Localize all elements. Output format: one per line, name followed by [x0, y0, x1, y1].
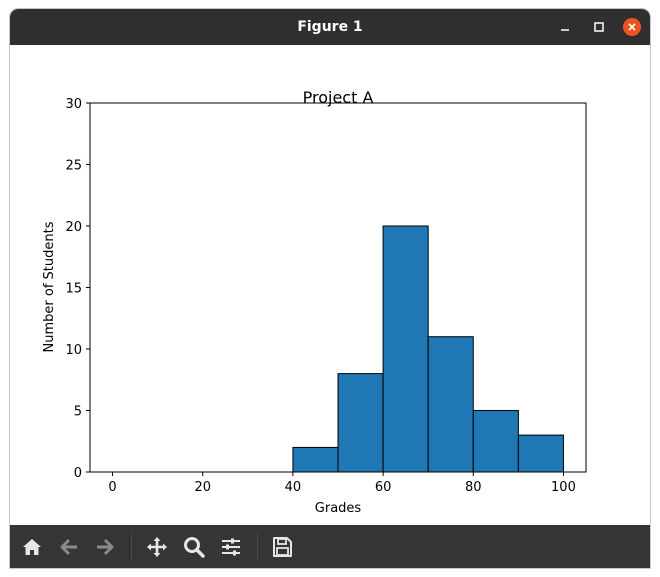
- y-tick-label: 25: [65, 159, 82, 174]
- configure-subplots-button[interactable]: [217, 533, 245, 561]
- x-tick-label: 0: [108, 480, 116, 495]
- y-tick-label: 20: [65, 220, 82, 235]
- y-tick-label: 15: [65, 282, 82, 297]
- zoom-icon: [184, 537, 205, 558]
- navigation-toolbar: [10, 525, 650, 568]
- save-icon: [273, 537, 292, 557]
- plot-canvas[interactable]: Project A 0 20 40 60 80 100 0 5 10 15 20 25 30 Grad…: [10, 45, 650, 525]
- histogram-chart: Project A 0 20 40 60 80 100 0 5 10 15 20 25 30 Grad…: [42, 88, 587, 516]
- pan-icon: [147, 537, 167, 557]
- toolbar-separator: [257, 534, 258, 560]
- minimize-button[interactable]: [556, 18, 574, 36]
- save-button[interactable]: [268, 533, 296, 561]
- x-axis-label: Grades: [315, 501, 362, 516]
- y-axis-label: Number of Students: [42, 221, 57, 352]
- x-tick-label: 40: [285, 480, 302, 495]
- y-tick-label: 10: [65, 343, 82, 358]
- title-bar[interactable]: Figure 1: [10, 9, 650, 45]
- forward-button[interactable]: [91, 533, 119, 561]
- maximize-icon: [594, 22, 604, 32]
- home-icon: [23, 539, 41, 555]
- histogram-bar: [382, 225, 429, 473]
- home-button[interactable]: [18, 533, 46, 561]
- close-icon: [628, 23, 636, 31]
- axes-frame: [89, 102, 587, 473]
- histogram-bar: [337, 373, 384, 473]
- histogram-bar: [292, 446, 339, 473]
- x-tick-label: 60: [375, 480, 392, 495]
- x-tick-label: 80: [465, 480, 482, 495]
- histogram-bar: [472, 410, 519, 473]
- toolbar-separator: [131, 534, 132, 560]
- figure-window: Figure 1 Project A 0 20 40 60 80 100 0 5 10 15 20…: [10, 9, 650, 568]
- minimize-icon: [561, 29, 569, 31]
- maximize-button[interactable]: [590, 18, 608, 36]
- close-button[interactable]: [623, 18, 641, 36]
- zoom-button[interactable]: [180, 533, 208, 561]
- y-tick-label: 30: [65, 97, 82, 112]
- chart-title: Project A: [303, 88, 374, 107]
- x-ticks-group: 0 20 40 60 80 100: [108, 472, 576, 495]
- x-tick-label: 100: [551, 480, 576, 495]
- y-tick-label: 5: [74, 405, 82, 420]
- back-button[interactable]: [55, 533, 83, 561]
- pan-button[interactable]: [143, 533, 171, 561]
- back-arrow-icon: [60, 538, 77, 556]
- configure-subplots-icon: [222, 538, 240, 556]
- histogram-bar: [427, 336, 474, 473]
- window-title: Figure 1: [297, 19, 363, 35]
- y-tick-label: 0: [74, 466, 82, 481]
- histogram-bar: [517, 434, 564, 473]
- x-tick-label: 20: [194, 480, 211, 495]
- y-ticks-group: 0 5 10 15 20 25 30: [65, 97, 90, 481]
- bars-group: [292, 225, 564, 473]
- forward-arrow-icon: [97, 538, 114, 556]
